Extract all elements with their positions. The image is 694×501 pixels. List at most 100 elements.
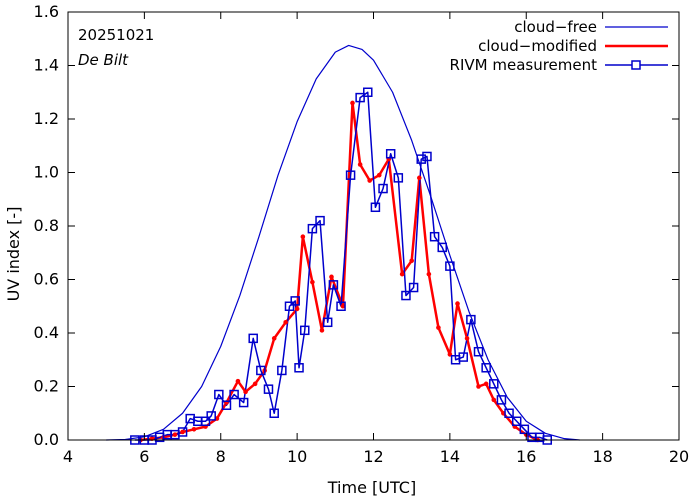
- point-cloud-modified: [180, 429, 185, 435]
- point-rivm-measurement: [489, 379, 499, 389]
- point-rivm-measurement: [496, 395, 507, 405]
- point-cloud-modified: [436, 325, 441, 330]
- point-rivm-measurement: [284, 301, 295, 311]
- point-rivm-measurement: [336, 301, 346, 311]
- y-tick-label: 0.2: [34, 377, 59, 396]
- point-rivm-measurement: [437, 242, 447, 253]
- point-cloud-modified: [409, 258, 414, 264]
- point-rivm-measurement: [248, 333, 258, 344]
- x-tick-label: 18: [592, 447, 612, 466]
- date-annotation: 20251021: [78, 26, 154, 44]
- point-rivm-measurement: [511, 416, 522, 427]
- point-cloud-modified: [491, 397, 497, 403]
- point-cloud-modified: [172, 432, 178, 437]
- point-rivm-measurement: [385, 149, 396, 159]
- x-axis-label: Time [UTC]: [327, 478, 416, 497]
- point-rivm-measurement: [408, 282, 419, 293]
- point-cloud-modified: [252, 381, 258, 387]
- point-rivm-measurement: [445, 261, 455, 271]
- point-cloud-modified: [283, 320, 288, 325]
- point-cloud-modified: [294, 306, 300, 312]
- point-rivm-measurement: [269, 408, 279, 418]
- point-rivm-measurement: [466, 314, 476, 325]
- point-rivm-measurement: [473, 346, 484, 357]
- point-rivm-measurement: [307, 223, 318, 234]
- point-rivm-measurement: [214, 389, 224, 400]
- point-cloud-modified: [329, 274, 334, 280]
- point-cloud-modified: [235, 378, 241, 384]
- point-cloud-modified: [357, 162, 363, 167]
- plot-frame-layer: [67, 11, 680, 441]
- point-cloud-modified: [310, 279, 315, 285]
- point-rivm-measurement: [393, 173, 404, 183]
- y-tick-label: 1.6: [34, 2, 59, 21]
- point-cloud-modified: [417, 175, 422, 181]
- point-rivm-measurement: [177, 427, 188, 437]
- point-rivm-measurement: [263, 384, 274, 394]
- point-rivm-measurement: [290, 296, 300, 306]
- legend-label-cloud-modified: cloud−modified: [478, 37, 597, 55]
- x-tick-label: 14: [440, 447, 460, 466]
- plot-markers: [130, 87, 553, 445]
- point-rivm-measurement: [229, 389, 239, 400]
- point-rivm-measurement: [422, 151, 432, 162]
- point-rivm-measurement: [363, 87, 373, 97]
- legend: cloud−free cloud−modified RIVM measureme…: [450, 18, 668, 74]
- x-tick-label: 12: [363, 447, 383, 466]
- x-tick-label: 8: [216, 447, 226, 466]
- point-cloud-modified: [483, 381, 489, 387]
- x-tick-label: 6: [139, 447, 149, 466]
- point-rivm-measurement: [206, 411, 216, 421]
- legend-label-cloud-free: cloud−free: [514, 18, 597, 36]
- point-cloud-modified: [319, 328, 325, 333]
- point-rivm-measurement: [345, 170, 356, 180]
- point-cloud-modified: [376, 172, 382, 178]
- point-cloud-modified: [464, 336, 470, 341]
- point-cloud-modified: [426, 271, 432, 277]
- y-tick-label: 0.4: [34, 323, 59, 342]
- point-cloud-modified: [399, 271, 405, 277]
- station-annotation: De Bilt: [78, 51, 129, 69]
- y-axis-label: UV index [-]: [4, 207, 23, 302]
- x-tick-label: 4: [63, 447, 73, 466]
- point-rivm-measurement: [458, 352, 468, 362]
- series-line-rivm-measurement: [134, 91, 548, 441]
- point-rivm-measurement: [504, 408, 514, 418]
- point-cloud-modified: [350, 100, 355, 106]
- point-cloud-modified: [191, 427, 197, 432]
- point-rivm-measurement: [200, 416, 211, 427]
- point-rivm-measurement: [277, 365, 287, 376]
- point-rivm-measurement: [416, 154, 426, 164]
- point-rivm-measurement: [378, 183, 388, 194]
- x-tick-label: 10: [287, 447, 307, 466]
- legend-label-rivm-measurement: RIVM measurement: [450, 56, 598, 74]
- point-rivm-measurement: [355, 92, 365, 103]
- point-rivm-measurement: [481, 363, 491, 373]
- point-rivm-measurement: [519, 424, 530, 435]
- y-tick-label: 0.8: [34, 216, 59, 235]
- point-rivm-measurement: [322, 317, 333, 328]
- point-rivm-measurement: [401, 290, 411, 301]
- point-rivm-measurement: [256, 365, 266, 376]
- y-tick-label: 1.0: [34, 163, 59, 182]
- legend-marker-rivm-measurement: [631, 60, 641, 70]
- point-cloud-modified: [340, 303, 346, 309]
- plot-curves: [106, 44, 580, 442]
- plot-frame: [67, 11, 680, 441]
- point-cloud-modified: [271, 336, 277, 341]
- axis-ticks: 4 6 8 10 12 14 16 18 20 0.0 0.2 0.4 0.6 0.8 1.0 1.2 1.4 1…: [34, 2, 690, 466]
- x-tick-label: 20: [669, 447, 689, 466]
- point-cloud-modified: [300, 234, 306, 239]
- point-rivm-measurement: [315, 215, 325, 226]
- point-rivm-measurement: [294, 363, 304, 373]
- point-rivm-measurement: [370, 202, 381, 213]
- y-tick-label: 0.0: [34, 430, 59, 449]
- point-rivm-measurement: [221, 400, 232, 410]
- y-tick-label: 0.6: [34, 270, 59, 289]
- y-tick-label: 1.4: [34, 56, 59, 75]
- x-tick-label: 16: [516, 447, 536, 466]
- point-cloud-modified: [243, 389, 248, 395]
- y-tick-label: 1.2: [34, 109, 59, 128]
- point-cloud-modified: [367, 178, 372, 183]
